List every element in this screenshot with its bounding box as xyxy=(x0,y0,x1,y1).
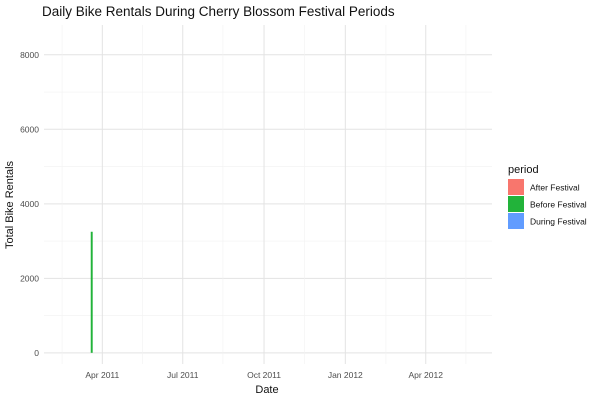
x-tick-label: Jan 2012 xyxy=(328,370,363,380)
y-tick-labels: 0 2000 4000 6000 8000 xyxy=(20,50,39,358)
x-tick-label: Apr 2011 xyxy=(85,370,119,380)
chart-title: Daily Bike Rentals During Cherry Blossom… xyxy=(42,4,395,19)
x-tick-label: Oct 2011 xyxy=(247,370,281,380)
bar xyxy=(90,231,93,353)
legend-swatch xyxy=(508,213,524,229)
y-tick-label: 2000 xyxy=(20,273,39,283)
x-tick-label: Jul 2011 xyxy=(167,370,199,380)
legend-label: Before Festival xyxy=(530,200,587,210)
x-tick-labels: Apr 2011 Jul 2011 Oct 2011 Jan 2012 Apr 2012 xyxy=(85,370,443,380)
legend: period After Festival Before Festival Duri… xyxy=(508,164,587,229)
y-tick-label: 4000 xyxy=(20,199,39,209)
grid-layer xyxy=(44,25,492,364)
legend-label: After Festival xyxy=(530,183,580,193)
legend-swatch xyxy=(508,196,524,212)
y-axis-title: Total Bike Rentals xyxy=(4,160,16,249)
legend-label: During Festival xyxy=(530,217,587,227)
x-axis-title: Date xyxy=(255,384,278,396)
y-tick-label: 6000 xyxy=(20,124,39,134)
legend-swatch xyxy=(508,179,524,195)
y-tick-label: 0 xyxy=(34,348,39,358)
legend-items: After Festival Before Festival During Fest… xyxy=(508,179,587,229)
bars-layer xyxy=(90,231,93,353)
x-tick-label: Apr 2012 xyxy=(408,370,443,380)
y-tick-label: 8000 xyxy=(20,50,39,60)
legend-title: period xyxy=(508,164,539,176)
